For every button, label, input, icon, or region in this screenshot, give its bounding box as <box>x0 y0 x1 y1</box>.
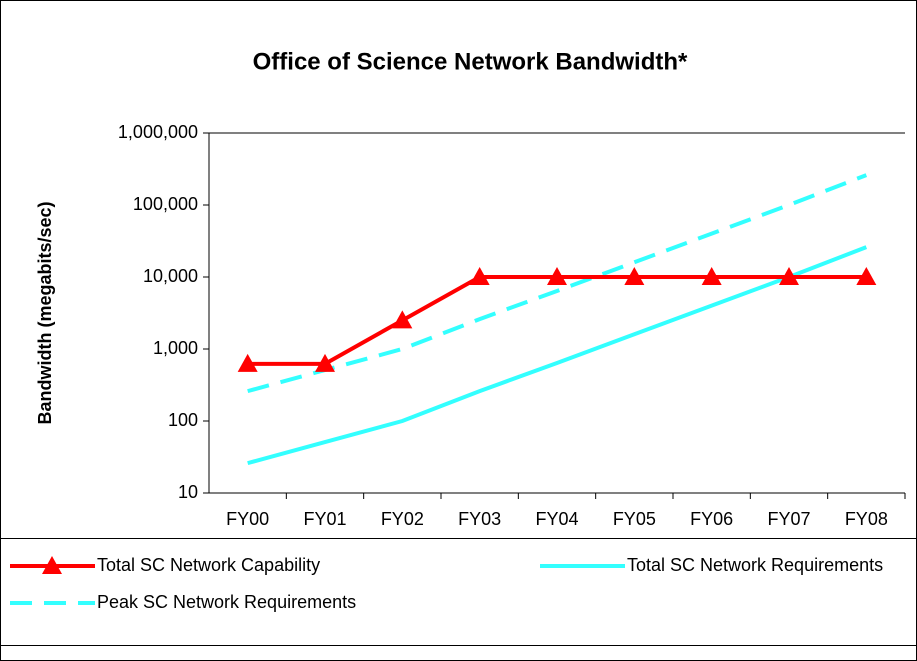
y-tick-label: 100 <box>168 410 198 430</box>
y-tick-label: 1,000,000 <box>118 122 198 142</box>
y-axis-label: Bandwidth (megabits/sec) <box>35 201 55 424</box>
marker <box>392 310 413 329</box>
x-tick-label: FY04 <box>535 509 578 529</box>
series-line <box>247 173 868 394</box>
marker <box>624 267 645 285</box>
y-tick-label: 10,000 <box>143 266 198 286</box>
x-tick-label: FY02 <box>381 509 424 529</box>
x-tick-label: FY08 <box>845 509 888 529</box>
legend-label: Total SC Network Requirements <box>627 555 883 575</box>
marker <box>779 267 799 285</box>
marker <box>237 353 258 372</box>
chart-title: Office of Science Network Bandwidth* <box>253 48 688 75</box>
series-line <box>247 245 868 466</box>
marker <box>315 353 335 372</box>
x-tick-label: FY03 <box>458 509 501 529</box>
x-tick-label: FY01 <box>303 509 346 529</box>
marker <box>469 267 490 285</box>
legend-label: Peak SC Network Requirements <box>97 592 356 612</box>
y-tick-label: 10 <box>178 482 198 502</box>
legend-marker <box>42 556 62 574</box>
x-tick-label: FY07 <box>767 509 810 529</box>
marker <box>701 267 722 285</box>
y-tick-label: 1,000 <box>153 338 198 358</box>
x-tick-label: FY00 <box>226 509 269 529</box>
x-tick-label: FY06 <box>690 509 733 529</box>
legend-label: Total SC Network Capability <box>97 555 320 575</box>
y-tick-label: 100,000 <box>133 194 198 214</box>
marker <box>547 267 567 285</box>
x-tick-label: FY05 <box>613 509 656 529</box>
marker <box>856 267 877 285</box>
